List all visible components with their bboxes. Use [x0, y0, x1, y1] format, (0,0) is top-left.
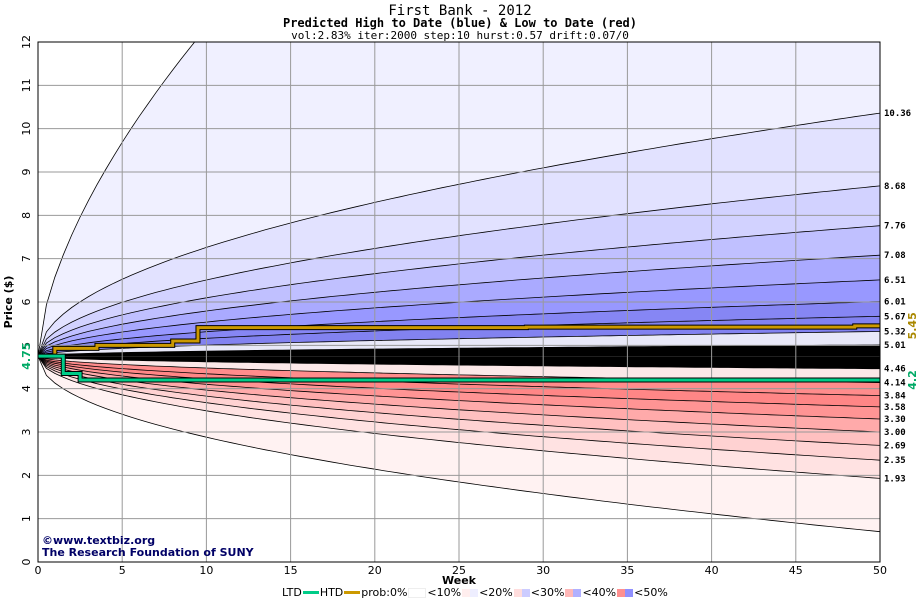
y-tick-label-2: 2 [20, 472, 33, 479]
current-low-label: 4.2 [906, 370, 919, 390]
legend-lt50: <50% [634, 586, 668, 599]
chart-subtitle: Predicted High to Date (blue) & Low to D… [282, 16, 637, 30]
chart-params: vol:2.83% iter:2000 step:10 hurst:0.57 d… [291, 29, 629, 42]
percentile-line-0 [38, 42, 196, 357]
low-band-4 [38, 356, 880, 432]
y-tick-label-7: 7 [20, 255, 33, 262]
low-band-6 [38, 356, 880, 407]
low-band-5 [38, 356, 880, 419]
legend-prob-label: prob:0% [361, 586, 408, 599]
start-price-label: 4.75 [20, 343, 33, 370]
low-band-2 [38, 356, 880, 461]
end-value-label-14: 3.00 [884, 428, 906, 438]
legend-ltd-label: LTD [282, 586, 302, 599]
low-band-3 [38, 356, 880, 446]
end-value-label-5: 6.01 [884, 298, 906, 308]
footer-org: The Research Foundation of SUNY [42, 546, 254, 559]
y-tick-label-3: 3 [20, 429, 33, 436]
low-band-1 [38, 356, 880, 479]
end-value-label-2: 7.76 [884, 222, 906, 232]
end-value-label-16: 2.35 [884, 456, 906, 466]
end-value-label-12: 3.58 [884, 403, 906, 413]
x-tick-label-0: 0 [35, 564, 42, 577]
y-tick-label-8: 8 [20, 212, 33, 219]
x-tick-label-8: 40 [705, 564, 719, 577]
y-tick-label-12: 12 [20, 35, 33, 49]
end-value-label-10: 4.14 [884, 379, 906, 389]
end-value-label-0: 10.36 [884, 109, 911, 119]
y-tick-label-4: 4 [20, 385, 33, 392]
footer-copyright: ©www.textbiz.org [42, 534, 156, 547]
legend-htd-swatch [344, 591, 361, 594]
x-tick-label-3: 15 [284, 564, 298, 577]
low-to-date-line [38, 354, 880, 382]
legend-swatch-0 [408, 587, 427, 598]
x-axis-title: Week [442, 574, 477, 587]
x-tick-label-9: 45 [789, 564, 803, 577]
end-value-label-6: 5.67 [884, 312, 906, 322]
end-value-label-7: 5.32 [884, 327, 906, 337]
end-value-label-4: 6.51 [884, 276, 906, 286]
y-tick-label-11: 11 [20, 78, 33, 92]
end-value-label-15: 2.69 [884, 441, 906, 451]
y-tick-label-1: 1 [20, 515, 33, 522]
x-tick-label-4: 20 [368, 564, 382, 577]
legend-lt30: <30% [530, 586, 565, 599]
y-tick-label-10: 10 [20, 122, 33, 136]
end-value-label-8: 5.01 [884, 341, 906, 351]
legend-swatch-10 [462, 588, 479, 597]
legend-lt10: <10% [427, 586, 462, 599]
x-tick-label-7: 35 [620, 564, 634, 577]
legend-htd-label: HTD [319, 586, 344, 599]
x-tick-label-1: 5 [119, 564, 126, 577]
end-value-label-3: 7.08 [884, 251, 906, 261]
high-band-4 [38, 255, 880, 357]
end-value-label-11: 3.84 [884, 392, 906, 402]
end-value-label-17: 1.93 [884, 474, 906, 484]
end-value-label-13: 3.30 [884, 415, 906, 425]
end-value-label-1: 8.68 [884, 182, 906, 192]
y-tick-label-6: 6 [20, 299, 33, 306]
legend: LTD HTD prob:0% <10% <20% <30% <40% <50% [282, 586, 668, 599]
legend-swatch-30 [565, 588, 582, 597]
plot-frame [37, 41, 881, 563]
current-high-label: 5.45 [906, 312, 919, 339]
y-axis-title: Price ($) [2, 276, 15, 329]
y-tick-label-0: 0 [20, 559, 33, 566]
legend-lt40: <40% [582, 586, 617, 599]
high-band-0 [38, 42, 880, 357]
end-value-label-9: 4.46 [884, 365, 906, 375]
legend-swatch-20 [513, 588, 530, 597]
x-tick-label-6: 30 [536, 564, 550, 577]
high-band-6 [38, 301, 880, 357]
x-tick-label-5: 25 [452, 564, 466, 577]
legend-swatch-40 [617, 588, 634, 597]
high-to-date-line [38, 324, 880, 358]
high-band-5 [38, 279, 880, 357]
x-tick-label-2: 10 [199, 564, 213, 577]
y-tick-label-9: 9 [20, 169, 33, 176]
legend-ltd-swatch [302, 591, 319, 594]
legend-lt20: <20% [479, 586, 513, 599]
y-tick-label-5: 5 [20, 342, 33, 349]
chart-title: First Bank - 2012 [388, 3, 532, 19]
high-band-2 [38, 185, 880, 357]
x-tick-label-10: 50 [873, 564, 887, 577]
